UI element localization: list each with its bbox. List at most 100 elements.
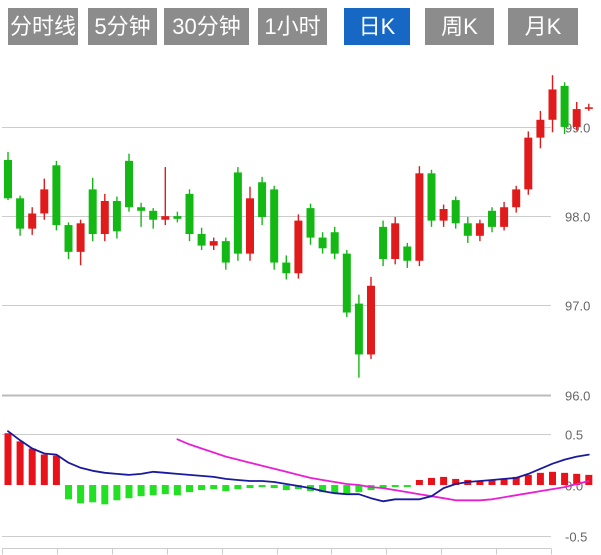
candle-body [125,160,133,208]
period-tab-0[interactable]: 分时线 [8,8,78,45]
period-tab-3[interactable]: 1小时 [258,8,327,45]
candlestick [463,217,472,243]
period-tab-4[interactable]: 日K [344,8,410,45]
chart-area: 99.0 98.0 97.0 96.0 0.5 0.0 -0.5 [0,50,601,555]
candle-body [403,246,412,261]
macd-histogram-bar [500,478,508,486]
candlestick [415,166,424,267]
candlestick [500,201,509,231]
candle-body [439,209,448,221]
candle-body [197,234,206,246]
macd-histogram-bar [294,485,302,490]
candlestick [451,196,460,229]
macd-axis-label: -0.5 [565,530,587,545]
candle-body [391,223,400,259]
macd-histogram-bar [16,441,24,486]
period-tab-5[interactable]: 周K [425,8,494,45]
candle-body [367,285,375,355]
macd-dif-line [7,430,590,503]
macd-histogram-bar [536,472,544,486]
macd-histogram-bar [113,485,121,501]
macd-histogram-bar [186,485,193,493]
price-axis-label: 98.0 [565,210,590,225]
candlestick [306,203,315,245]
period-tab-6[interactable]: 月K [508,8,578,45]
candlestick [173,211,182,223]
candlestick [197,227,206,251]
macd-histogram-bar [125,485,133,499]
candle-body [488,210,496,227]
candlestick [258,176,267,226]
macd-histogram-bar [161,485,169,495]
period-tab-2[interactable]: 30分钟 [164,8,249,45]
macd-histogram-bar [137,485,145,497]
macd-histogram-bar [52,455,60,486]
macd-histogram-bar [379,485,387,489]
candlestick [584,103,593,111]
candle-body [76,223,85,252]
candlestick [427,169,436,227]
price-axis-label: 99.0 [565,121,590,136]
candlestick [270,185,279,270]
macd-histogram-bar [549,471,556,486]
candlestick [475,219,484,242]
candle-body [4,159,12,199]
candle-body [500,207,509,227]
macd-axis-label: 0.5 [565,428,583,443]
candlestick [367,276,375,359]
macd-histogram-bar [391,485,399,488]
macd-histogram-bar [440,476,448,486]
candle-body [173,216,182,219]
candlestick [488,207,496,233]
macd-histogram-bar [89,485,97,503]
candle-body [451,200,460,224]
candle-body [379,226,388,259]
candle-body [149,210,158,220]
candle-body [427,173,436,221]
macd-histogram-bar [512,476,520,486]
candle-body [560,85,569,127]
macd-histogram-bar [343,485,351,494]
candle-body [354,303,363,355]
candlestick [16,195,25,236]
candle-body [294,220,303,274]
candlestick [4,151,12,201]
candlestick [524,131,533,195]
macd-histogram-bar [524,474,532,486]
candle-body [415,173,424,261]
period-tab-label: 月K [524,13,562,39]
macd-histogram-bar [428,477,435,486]
candlestick [161,167,170,226]
candlestick [40,178,49,220]
candle-body [342,253,351,313]
period-tab-label: 分时线 [9,13,76,39]
candle-body [463,223,472,236]
macd-histogram-bar [210,485,218,490]
candlestick [536,110,545,149]
price-axis-label: 97.0 [565,299,590,314]
candle-body [512,189,521,208]
candle-body [548,89,557,120]
period-tab-label: 30分钟 [172,13,241,39]
candle-body [185,193,194,234]
macd-histogram-bar [585,474,593,486]
period-tab-label: 5分钟 [94,13,151,39]
candlestick [137,202,146,227]
candle-body [233,172,242,254]
period-tab-1[interactable]: 5分钟 [88,8,157,45]
macd-histogram-bar [282,485,290,491]
macd-histogram-bar [77,485,85,504]
macd-histogram-bar [561,472,569,486]
macd-histogram-bar [65,485,72,500]
macd-histogram-bar [452,478,460,486]
candle-body [282,262,291,274]
candle-body [330,232,339,254]
candle-body [246,198,254,254]
candlestick [330,226,339,259]
macd-histogram-bar [246,485,254,489]
candlestick [185,189,194,242]
candlestick [209,237,218,251]
candle-body [536,119,545,138]
candle-body [64,225,73,252]
